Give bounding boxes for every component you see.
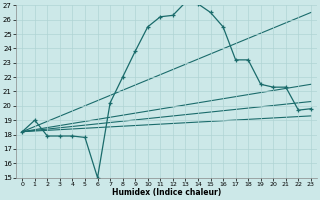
X-axis label: Humidex (Indice chaleur): Humidex (Indice chaleur) [112, 188, 221, 197]
